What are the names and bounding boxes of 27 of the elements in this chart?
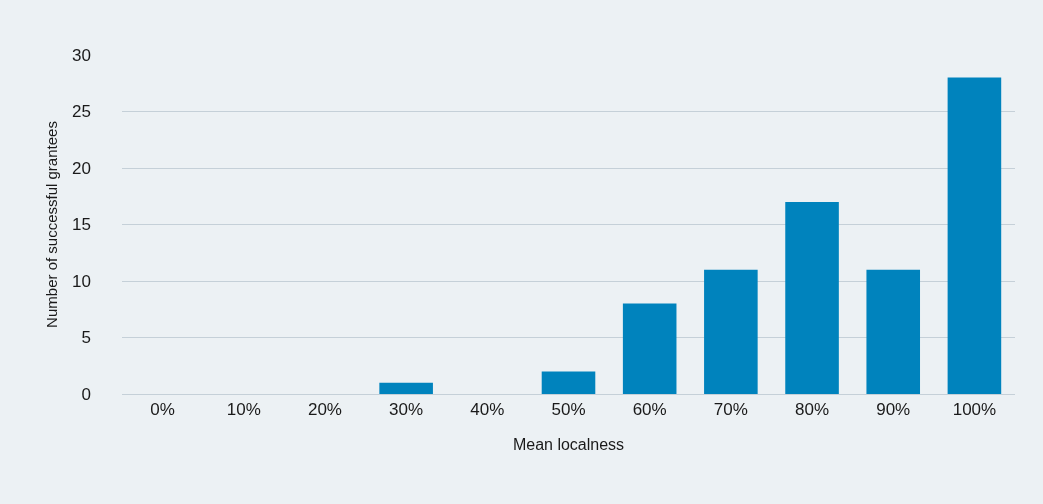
bar xyxy=(622,303,677,394)
y-tick-label: 15 xyxy=(72,215,91,235)
y-tick-label: 25 xyxy=(72,102,91,122)
bar xyxy=(379,382,433,394)
y-tick-label: 30 xyxy=(72,45,91,65)
bar xyxy=(704,269,758,394)
bar xyxy=(785,201,839,394)
bar xyxy=(541,371,596,394)
x-axis-title: Mean localness xyxy=(512,436,625,454)
y-tick-label: 10 xyxy=(72,271,91,291)
x-tick-label: 20% xyxy=(307,400,342,420)
x-tick-label: 0% xyxy=(150,400,175,420)
x-tick-label: 30% xyxy=(389,400,424,420)
x-tick-label: 90% xyxy=(876,400,911,420)
y-tick-label: 5 xyxy=(81,328,91,348)
y-axis-title: Number of successful grantees xyxy=(43,121,61,328)
x-tick-label: 100% xyxy=(952,400,997,420)
x-tick-label: 50% xyxy=(551,400,586,420)
x-tick-label: 40% xyxy=(470,400,505,420)
y-tick-label: 0 xyxy=(81,384,91,404)
x-tick-label: 60% xyxy=(632,400,667,420)
x-tick-label: 10% xyxy=(226,400,261,420)
bar xyxy=(947,77,1002,394)
y-tick-label: 20 xyxy=(72,158,91,178)
x-tick-label: 70% xyxy=(713,400,748,420)
bar xyxy=(866,269,921,394)
x-tick-label: 80% xyxy=(795,400,830,420)
